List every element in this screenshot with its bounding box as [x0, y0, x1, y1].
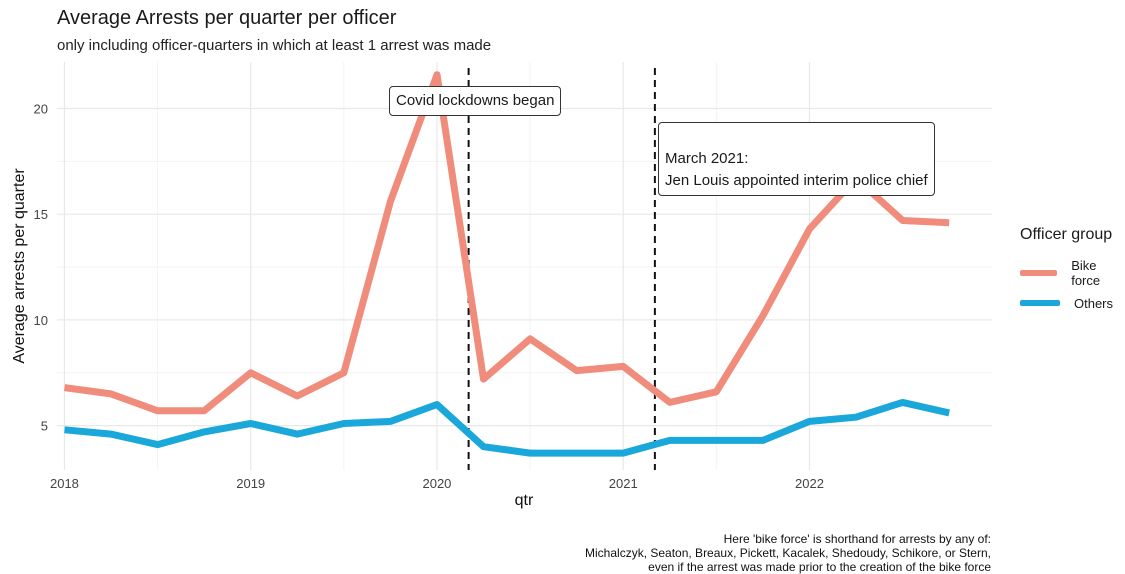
- y-tick-label: 20: [34, 102, 48, 117]
- chart-title: Average Arrests per quarter per officer: [57, 7, 397, 29]
- x-tick-label: 2019: [236, 476, 265, 491]
- x-axis-ticks: 2018 2019 2020 2021 2022: [50, 476, 824, 491]
- x-axis-label: qtr: [515, 492, 534, 509]
- legend-label-bike-force: Bike force: [1071, 258, 1101, 288]
- legend-title: Officer group: [1020, 226, 1113, 243]
- reference-lines: [467, 68, 656, 470]
- x-tick-label: 2021: [609, 476, 638, 491]
- x-tick-label: 2020: [422, 476, 451, 491]
- y-tick-label: 10: [34, 313, 48, 328]
- y-axis-ticks: 5 10 15 20: [34, 102, 48, 434]
- series-line-bike-force: [64, 71, 950, 415]
- annotation-chief-text: March 2021: Jen Louis appointed interim …: [665, 150, 928, 189]
- legend-item-others: Others: [1020, 288, 1125, 318]
- caption-text: Here 'bike force' is shorthand for arres…: [585, 532, 991, 574]
- legend-key-bike-force: [1020, 270, 1058, 276]
- annotation-covid-text: Covid lockdowns began: [396, 92, 555, 109]
- legend-item-bike-force: Bike force: [1020, 258, 1125, 288]
- series-lines: [64, 71, 950, 457]
- chart-subtitle: only including officer-quarters in which…: [57, 37, 492, 54]
- chart-caption: Here 'bike force' is shorthand for arres…: [585, 518, 991, 574]
- legend-label-others: Others: [1074, 295, 1114, 311]
- annotation-covid-lockdowns: Covid lockdowns began: [389, 86, 562, 116]
- x-tick-label: 2018: [50, 476, 79, 491]
- annotation-interim-chief: March 2021: Jen Louis appointed interim …: [658, 122, 935, 196]
- x-tick-label: 2022: [795, 476, 824, 491]
- legend-key-others: [1020, 300, 1060, 306]
- y-tick-label: 15: [34, 207, 48, 222]
- legend: Officer group Bike force Others: [1020, 226, 1125, 318]
- y-tick-label: 5: [41, 419, 48, 434]
- y-axis-label: Average arrests per quarter: [11, 168, 28, 364]
- series-line-others: [64, 398, 950, 457]
